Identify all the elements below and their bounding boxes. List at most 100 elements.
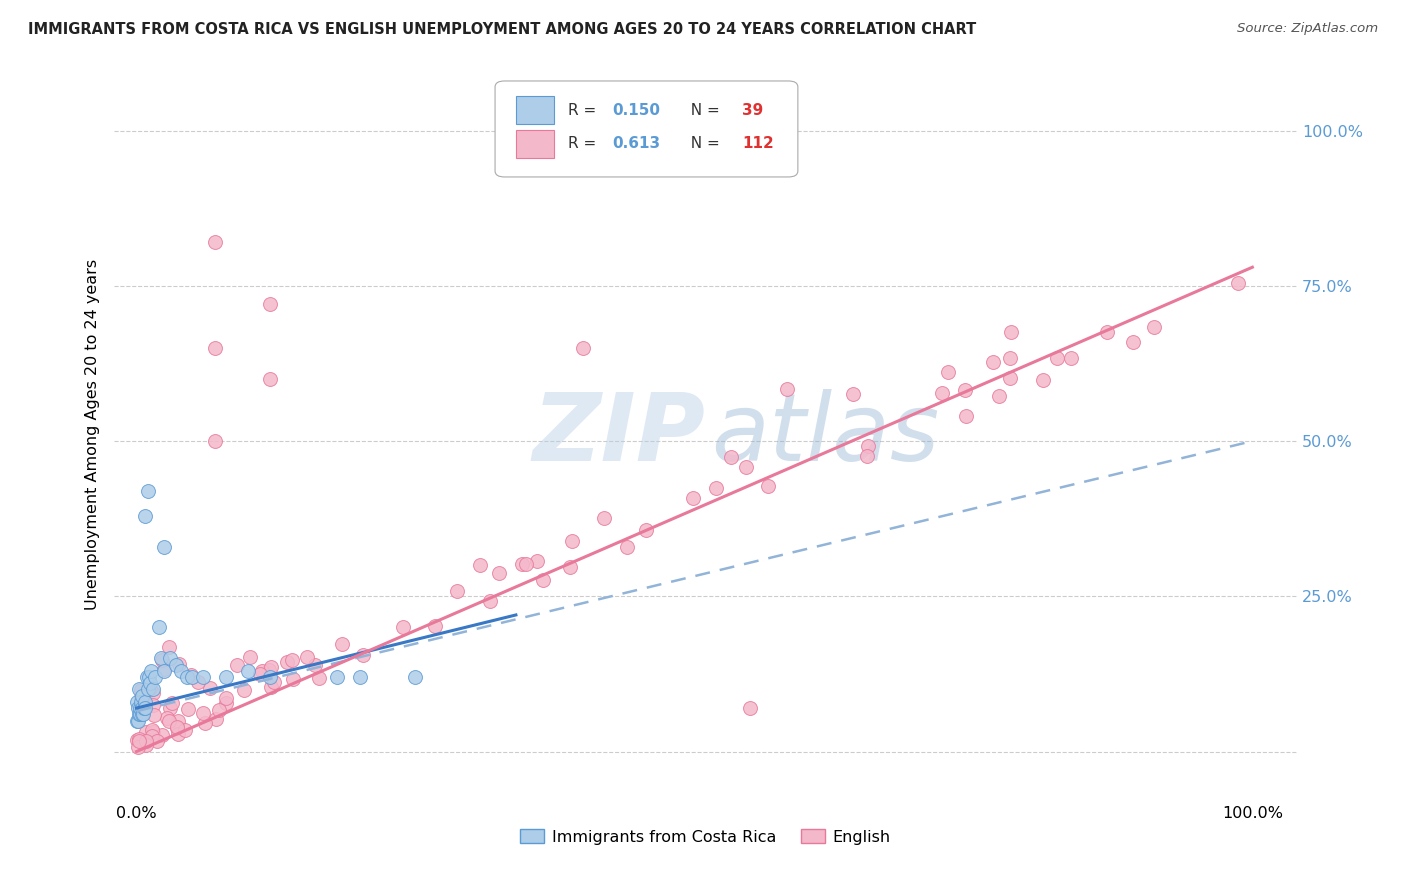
Point [488, 566, 510, 581]
Point [352, 648, 374, 662]
Point [200, 681, 222, 695]
Point [842, 386, 865, 401]
Text: R =: R = [568, 136, 602, 152]
Point [208, 703, 231, 717]
Point [141, 723, 163, 738]
Point [136, 483, 159, 498]
Point [561, 534, 583, 549]
Point [249, 667, 271, 681]
Point [135, 739, 157, 753]
Point [142, 682, 165, 697]
Point [152, 652, 174, 666]
Point [165, 657, 187, 672]
Point [193, 670, 215, 684]
Point [160, 696, 183, 710]
Point [308, 671, 330, 685]
Text: 0.150: 0.150 [612, 103, 661, 118]
Point [177, 702, 200, 716]
Point [204, 341, 226, 355]
Point [156, 711, 179, 725]
Point [259, 670, 281, 684]
Point [129, 683, 152, 698]
Point [998, 351, 1021, 366]
Point [560, 559, 582, 574]
Point [1122, 334, 1144, 349]
Point [776, 383, 799, 397]
Point [704, 481, 727, 495]
Point [955, 409, 977, 424]
Point [128, 700, 150, 714]
Point [139, 681, 162, 696]
Point [526, 554, 548, 568]
Point [167, 726, 190, 740]
Point [405, 670, 427, 684]
Point [174, 723, 197, 737]
Point [326, 670, 349, 684]
Point [720, 450, 742, 464]
Point [735, 460, 758, 475]
Point [191, 706, 214, 720]
Point [134, 698, 156, 712]
Point [125, 695, 148, 709]
Point [129, 695, 152, 709]
Point [531, 573, 554, 587]
Point [187, 675, 209, 690]
Point [634, 523, 657, 537]
Text: N =: N = [681, 103, 724, 118]
Point [1046, 351, 1069, 366]
Point [259, 372, 281, 386]
Text: 112: 112 [742, 136, 775, 152]
Point [616, 540, 638, 554]
Point [131, 689, 153, 703]
Text: R =: R = [568, 103, 602, 118]
Point [131, 701, 153, 715]
Point [153, 664, 176, 678]
Text: 39: 39 [742, 103, 763, 118]
Point [572, 341, 595, 355]
Point [128, 734, 150, 748]
Point [135, 683, 157, 698]
Point [330, 637, 353, 651]
Point [134, 701, 156, 715]
Point [510, 557, 533, 571]
Point [423, 618, 446, 632]
Point [143, 708, 166, 723]
Point [125, 714, 148, 728]
Point [159, 651, 181, 665]
Point [152, 662, 174, 676]
Point [134, 508, 156, 523]
Point [1060, 351, 1083, 365]
Point [205, 713, 228, 727]
Point [127, 740, 149, 755]
Point [134, 701, 156, 715]
Point [263, 675, 285, 690]
Point [215, 697, 238, 711]
Point [998, 371, 1021, 385]
Point [150, 728, 173, 742]
Point [157, 640, 180, 654]
Point [129, 690, 152, 705]
Point [138, 670, 160, 684]
Point [931, 385, 953, 400]
Point [135, 733, 157, 747]
Point [204, 235, 226, 250]
Point [281, 653, 304, 667]
Point [180, 668, 202, 682]
Point [131, 707, 153, 722]
Point [145, 670, 167, 684]
Point [134, 695, 156, 709]
Point [987, 389, 1010, 403]
Point [153, 540, 176, 554]
Point [295, 649, 318, 664]
Text: Source: ZipAtlas.com: Source: ZipAtlas.com [1237, 22, 1378, 36]
Point [132, 707, 155, 722]
Point [515, 557, 537, 571]
Point [1032, 373, 1054, 387]
Text: N =: N = [681, 136, 724, 152]
Legend: Immigrants from Costa Rica, English: Immigrants from Costa Rica, English [520, 829, 891, 845]
Point [1000, 325, 1022, 339]
Point [260, 660, 283, 674]
Text: IMMIGRANTS FROM COSTA RICA VS ENGLISH UNEMPLOYMENT AMONG AGES 20 TO 24 YEARS COR: IMMIGRANTS FROM COSTA RICA VS ENGLISH UN… [28, 22, 976, 37]
Point [128, 707, 150, 722]
Point [170, 664, 193, 678]
